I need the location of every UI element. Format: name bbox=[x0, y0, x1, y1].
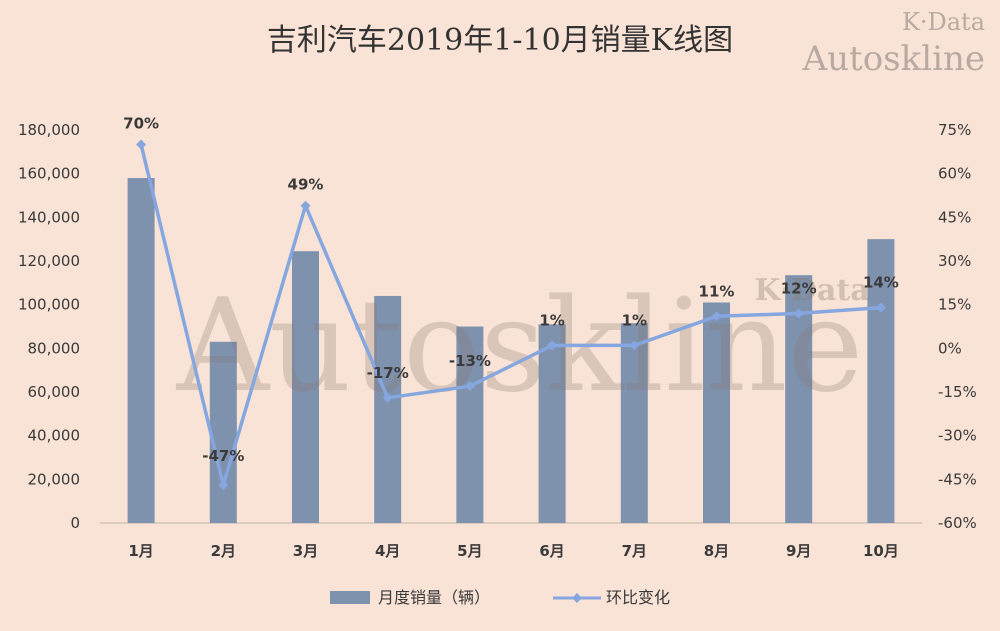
mom-data-label: 14% bbox=[863, 274, 899, 292]
y-left-tick-label: 20,000 bbox=[28, 470, 81, 488]
right-axis-ticks: -60% -45% -30% -15% 0% 15% 30% 45% 60% 75% bbox=[938, 121, 977, 532]
line-data-labels: 70% -47% 49% -17% -13% 1% 1% 11% 12% 14% bbox=[123, 115, 899, 466]
mom-point-8月 bbox=[711, 311, 722, 322]
y-right-tick-label: 60% bbox=[938, 165, 971, 183]
bar-3月 bbox=[292, 251, 319, 524]
watermark-corner-kdata: K·Data bbox=[902, 8, 985, 36]
mom-point-9月 bbox=[793, 308, 804, 319]
y-right-tick-label: -60% bbox=[938, 514, 977, 532]
x-category-label: 6月 bbox=[539, 542, 564, 560]
mom-point-5月 bbox=[464, 381, 475, 392]
legend: 月度销量（辆） 环比变化 bbox=[330, 588, 670, 607]
bar-10月 bbox=[867, 239, 895, 523]
x-category-label: 10月 bbox=[863, 542, 899, 560]
mom-point-7月 bbox=[629, 340, 640, 351]
mom-data-label: 12% bbox=[781, 279, 817, 297]
watermark-corner-autoskline: Autoskline bbox=[802, 39, 985, 79]
y-left-tick-label: 0 bbox=[70, 514, 80, 532]
watermark-center-autoskline: Autoskline bbox=[176, 272, 864, 421]
y-left-tick-label: 160,000 bbox=[18, 165, 80, 183]
y-right-tick-label: 75% bbox=[938, 121, 971, 139]
y-right-tick-label: -45% bbox=[938, 470, 977, 488]
mom-point-2月 bbox=[218, 480, 229, 491]
mom-point-4月 bbox=[382, 392, 393, 403]
y-right-tick-label: 15% bbox=[938, 296, 971, 314]
legend-line-marker bbox=[572, 593, 582, 603]
bar-1月 bbox=[127, 178, 155, 524]
legend-bar-label: 月度销量（辆） bbox=[378, 588, 490, 607]
mom-data-label: -47% bbox=[202, 447, 244, 465]
x-category-label: 5月 bbox=[457, 542, 482, 560]
mom-point-6月 bbox=[547, 340, 558, 351]
y-left-tick-label: 140,000 bbox=[18, 208, 80, 226]
y-left-tick-label: 180,000 bbox=[18, 121, 80, 139]
y-left-tick-label: 60,000 bbox=[28, 383, 81, 401]
y-right-tick-label: -15% bbox=[938, 383, 977, 401]
legend-line-label: 环比变化 bbox=[606, 588, 670, 607]
bar-6月 bbox=[538, 324, 566, 523]
bar-7月 bbox=[620, 323, 648, 523]
mom-data-label: -17% bbox=[367, 364, 409, 382]
bar-8月 bbox=[703, 302, 730, 523]
mom-change-line bbox=[139, 144, 882, 487]
y-right-tick-label: -30% bbox=[938, 427, 977, 445]
x-category-label: 7月 bbox=[622, 542, 647, 560]
bar-5月 bbox=[456, 326, 484, 523]
x-category-label: 4月 bbox=[375, 542, 400, 560]
y-left-tick-label: 100,000 bbox=[18, 296, 80, 314]
mom-data-label: 49% bbox=[288, 176, 324, 194]
category-labels: 1月 2月 3月 4月 5月 6月 7月 8月 9月 10月 bbox=[128, 542, 898, 560]
x-category-label: 2月 bbox=[211, 542, 236, 560]
x-category-label: 3月 bbox=[293, 542, 318, 560]
mom-data-label: 1% bbox=[539, 311, 564, 329]
chart-title: 吉利汽车2019年1-10月销量K线图 bbox=[267, 23, 733, 58]
y-left-tick-label: 40,000 bbox=[28, 427, 81, 445]
bar-4月 bbox=[374, 295, 402, 523]
legend-bar-swatch bbox=[330, 591, 370, 604]
y-right-tick-label: 45% bbox=[938, 208, 971, 226]
left-axis-ticks: 0 20,000 40,000 60,000 80,000 100,000 120,000 1… bbox=[18, 121, 80, 532]
mom-point-3月 bbox=[300, 200, 311, 211]
y-left-tick-label: 120,000 bbox=[18, 252, 80, 270]
x-category-label: 1月 bbox=[128, 542, 153, 560]
y-right-tick-label: 30% bbox=[938, 252, 971, 270]
mom-data-label: -13% bbox=[449, 352, 491, 370]
mom-point-1月 bbox=[136, 139, 147, 150]
x-category-label: 8月 bbox=[704, 542, 729, 560]
bar-series bbox=[127, 178, 895, 524]
x-category-label: 9月 bbox=[786, 542, 811, 560]
mom-data-label: 11% bbox=[699, 282, 735, 300]
bar-2月 bbox=[209, 341, 237, 523]
mom-data-label: 70% bbox=[123, 115, 159, 133]
mom-point-10月 bbox=[875, 302, 886, 313]
y-right-tick-label: 0% bbox=[938, 339, 962, 357]
y-left-tick-label: 80,000 bbox=[28, 339, 81, 357]
mom-data-label: 1% bbox=[622, 311, 647, 329]
line-series bbox=[136, 139, 886, 491]
watermark-center-kdata: K·Data bbox=[754, 273, 869, 308]
